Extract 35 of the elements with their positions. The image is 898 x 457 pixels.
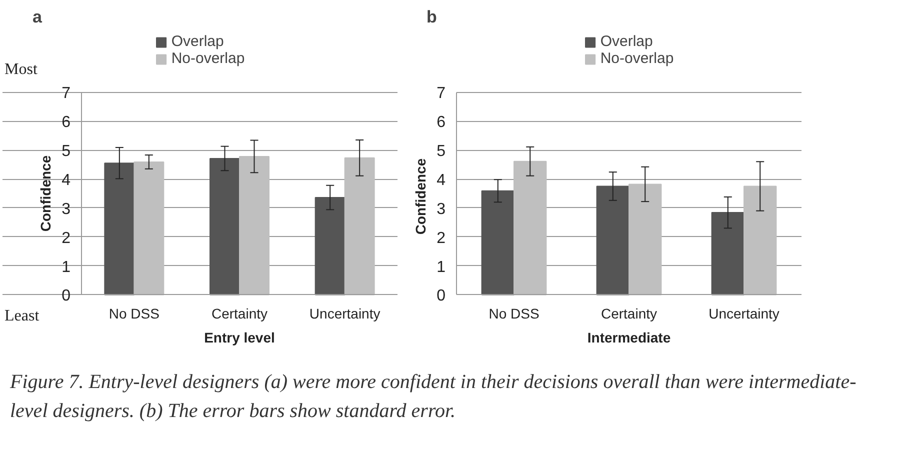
y-tick-label: 2 xyxy=(62,230,71,247)
x-tick-label: Certainty xyxy=(600,306,658,322)
y-tick-label: 0 xyxy=(62,288,71,305)
y-tick-label: 5 xyxy=(62,143,71,160)
x-tick-label: No DSS xyxy=(108,306,160,322)
text: Most xyxy=(4,61,38,78)
chart-title: a xyxy=(32,8,42,26)
x-tick-label: No DSS xyxy=(488,306,540,322)
caption: Figure 7. Entry-level designers (a) were more confident in their decisions overall than were intermediate-level designers. (b) The error bars show standard error. xyxy=(10,370,858,424)
y-tick-label: 7 xyxy=(62,85,71,102)
chart-title: b xyxy=(426,8,437,26)
y-axis-title: Confidence xyxy=(412,158,429,235)
x-axis-title: Intermediate xyxy=(587,330,671,346)
legend-label: Overlap xyxy=(600,33,653,50)
y-tick-label: 7 xyxy=(436,85,446,102)
y-tick-label: 3 xyxy=(62,200,71,218)
y-tick-label: 0 xyxy=(436,288,446,305)
y-tick-label: 3 xyxy=(436,200,446,218)
legend-label: No-overlap xyxy=(600,50,674,67)
y-axis-title: Confidence xyxy=(38,155,54,232)
y-tick-label: 6 xyxy=(62,114,71,132)
text: Least xyxy=(4,308,40,325)
legend-label: No-overlap xyxy=(171,50,245,67)
x-tick-label: Certainty xyxy=(211,306,268,322)
legend-label: Overlap xyxy=(171,33,224,50)
y-tick-label: 2 xyxy=(436,230,446,247)
y-tick-label: 6 xyxy=(436,114,446,132)
y-tick-label: 4 xyxy=(436,172,446,189)
x-axis-title: Entry level xyxy=(204,330,275,346)
y-tick-label: 1 xyxy=(436,258,446,276)
x-tick-label: Uncertainty xyxy=(309,306,380,322)
y-tick-label: 4 xyxy=(62,172,71,189)
y-tick-label: 1 xyxy=(62,258,71,276)
x-tick-label: Uncertainty xyxy=(708,306,780,322)
y-tick-label: 5 xyxy=(436,143,446,160)
